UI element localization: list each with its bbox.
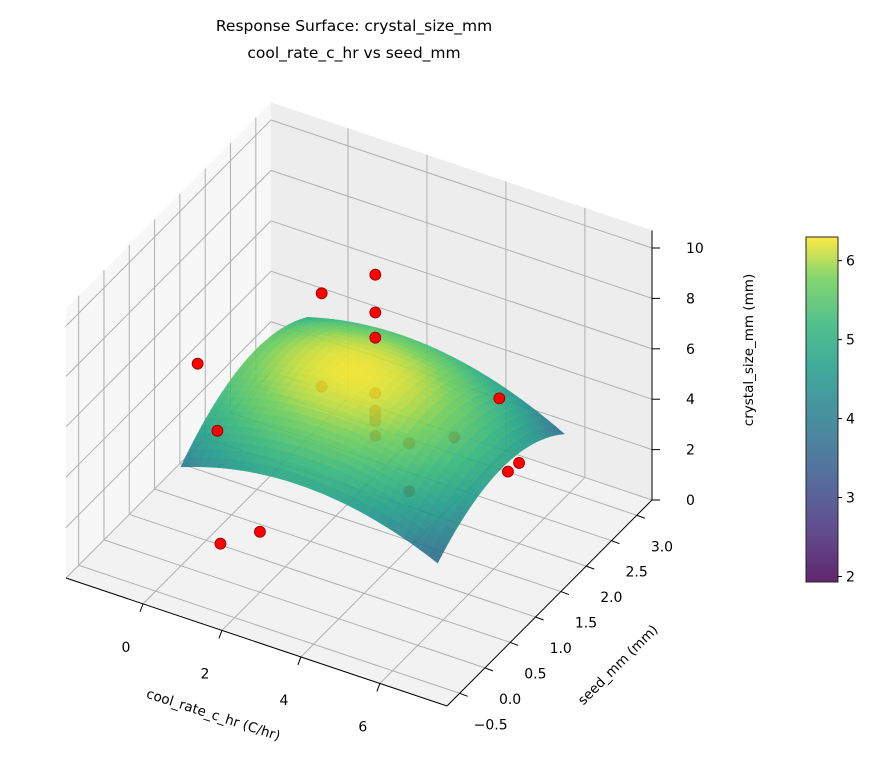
z-axis-label: crystal_size_mm (mm) xyxy=(741,274,757,426)
colorbar-tick-label: 2 xyxy=(846,569,855,585)
x-tick-label: 2 xyxy=(200,666,209,682)
y-tick-label: 2.0 xyxy=(600,590,622,606)
y-tick-mark xyxy=(510,641,519,646)
data-point xyxy=(315,287,328,300)
scatter-points-front xyxy=(191,268,514,478)
surface-patch xyxy=(428,547,443,564)
grid-line xyxy=(65,270,272,478)
data-point xyxy=(254,525,266,538)
y-tick-mark xyxy=(560,591,570,596)
grid-line xyxy=(65,220,272,428)
z-tick-label: 10 xyxy=(686,241,704,257)
data-point xyxy=(493,392,506,405)
y-axis-label: seed_mm (mm) xyxy=(575,622,662,709)
y-tick-mark xyxy=(484,667,494,672)
grid-line xyxy=(379,477,586,684)
grid-line xyxy=(179,463,562,593)
grid-line xyxy=(65,170,272,377)
grid-line xyxy=(129,513,511,643)
y-tick-mark xyxy=(586,565,595,570)
data-point xyxy=(211,424,224,437)
x-tick-mark xyxy=(218,630,223,639)
x-tick-mark xyxy=(376,683,381,692)
z-tick-label: 2 xyxy=(686,443,695,459)
y-tick-mark xyxy=(636,514,645,519)
colorbar-tick-label: 3 xyxy=(846,491,855,507)
y-tick-mark xyxy=(535,616,544,621)
x-axis-label: cool_rate_c_hr (C/hr) xyxy=(144,686,282,744)
x-tick-label: 6 xyxy=(358,719,367,735)
grid-line xyxy=(103,539,486,669)
chart-title: Response Surface: crystal_size_mm xyxy=(216,17,492,36)
grid-line xyxy=(270,169,653,299)
grid-line xyxy=(65,119,272,327)
data-point xyxy=(369,331,382,344)
y-axis-line xyxy=(446,499,653,707)
colorbar-ticks: 2 3 4 5 6 xyxy=(838,254,855,585)
data-point xyxy=(513,457,525,469)
response-surface xyxy=(180,317,565,564)
grid-line xyxy=(65,321,272,528)
grid-line xyxy=(270,220,653,350)
colorbar-tick-label: 6 xyxy=(846,254,855,270)
y-tick-mark xyxy=(459,692,468,697)
tick-labels: 0 2 4 6 −0.5 0.00.51.01.52.02.53.0 0 2 4 6 8 10 xyxy=(65,230,704,735)
data-point xyxy=(191,357,204,370)
data-point xyxy=(502,465,514,478)
colorbar-tick-label: 5 xyxy=(846,333,855,349)
y-tick-label: 1.5 xyxy=(575,616,597,632)
y-tick-mark xyxy=(611,540,620,545)
z-tick-label: 4 xyxy=(686,392,695,408)
grid-line xyxy=(270,270,653,400)
y-tick-label: 0.0 xyxy=(499,692,521,708)
y-tick-label: 2.5 xyxy=(626,565,648,581)
y-tick-label: −0.5 xyxy=(474,717,508,733)
z-tick-label: 6 xyxy=(686,342,695,358)
data-point xyxy=(369,306,382,319)
x-tick-mark xyxy=(139,603,144,613)
grid-line xyxy=(78,564,460,694)
grid-line xyxy=(154,488,536,618)
x-axis-line xyxy=(65,577,448,707)
colorbar-tick-label: 4 xyxy=(846,412,855,428)
chart-subtitle: cool_rate_c_hr vs seed_mm xyxy=(247,44,460,63)
z-tick-label: 8 xyxy=(686,291,695,307)
x-tick-label: 4 xyxy=(279,693,288,709)
x-tick-label: 0 xyxy=(122,640,131,656)
x-tick-mark xyxy=(297,656,302,666)
y-tick-label: 0.5 xyxy=(524,666,546,682)
y-tick-label: 1.0 xyxy=(550,641,572,657)
data-point xyxy=(214,537,227,550)
data-point xyxy=(369,268,382,281)
grid-line xyxy=(270,119,653,249)
y-tick-label: 3.0 xyxy=(651,539,673,555)
z-tick-label: 0 xyxy=(686,493,695,509)
colorbar xyxy=(805,236,839,583)
